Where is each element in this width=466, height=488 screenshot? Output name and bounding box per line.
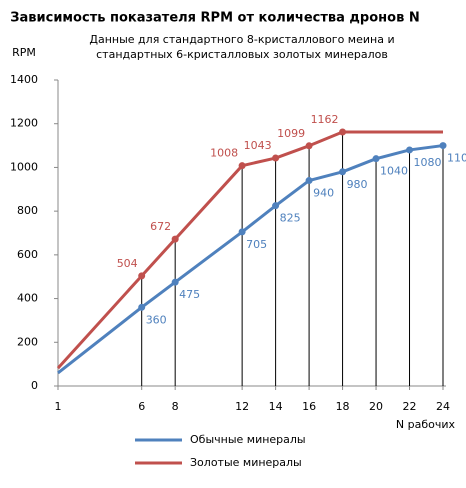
x-tick-label: 16 <box>302 400 316 413</box>
y-tick-label: 0 <box>31 379 38 392</box>
point-marker <box>238 162 246 170</box>
point-marker <box>138 303 146 311</box>
y-tick-label: 600 <box>17 248 38 261</box>
y-axis-label: RPM <box>12 46 36 59</box>
data-label: 825 <box>280 212 301 225</box>
point-marker <box>372 155 380 163</box>
point-marker <box>238 228 246 236</box>
data-label: 1008 <box>210 147 238 160</box>
data-label: 1080 <box>414 156 442 169</box>
data-label: 1099 <box>277 127 305 140</box>
y-tick-label: 400 <box>17 292 38 305</box>
point-marker <box>305 177 313 185</box>
point-marker <box>339 128 347 136</box>
point-marker <box>272 154 280 162</box>
chart-subtitle: Данные для стандартного 8-кристаллового … <box>89 33 394 46</box>
data-label: 1100 <box>447 152 466 165</box>
data-label: 475 <box>179 288 200 301</box>
x-tick-label: 12 <box>235 400 249 413</box>
point-marker <box>406 146 414 154</box>
data-label: 980 <box>347 178 368 191</box>
data-label: 1043 <box>244 139 272 152</box>
legend-label: Обычные минералы <box>190 433 306 446</box>
chart-subtitle: стандартных 6-кристалловых золотых минер… <box>96 48 388 61</box>
series-line <box>57 144 444 375</box>
y-tick-label: 1000 <box>10 160 38 173</box>
point-marker <box>171 235 179 243</box>
data-label: 705 <box>246 238 267 251</box>
data-label: 1040 <box>380 165 408 178</box>
x-tick-label: 6 <box>138 400 145 413</box>
point-marker <box>439 142 447 150</box>
point-marker <box>305 142 313 150</box>
y-tick-label: 1400 <box>10 73 38 86</box>
x-tick-label: 22 <box>403 400 417 413</box>
data-label: 504 <box>117 257 138 270</box>
y-tick-label: 1200 <box>10 117 38 130</box>
x-axis-label: N рабочих <box>396 418 456 431</box>
point-marker <box>171 278 179 286</box>
x-tick-label: 20 <box>369 400 383 413</box>
legend-label: Золотые минералы <box>190 456 302 469</box>
x-tick-label: 24 <box>436 400 450 413</box>
point-marker <box>138 272 146 280</box>
x-tick-label: 8 <box>172 400 179 413</box>
y-tick-label: 800 <box>17 204 38 217</box>
x-tick-label: 14 <box>269 400 283 413</box>
chart-title: Зависимость показателя RPM от количества… <box>10 11 419 26</box>
series-line <box>56 130 443 370</box>
data-label: 940 <box>313 187 334 200</box>
data-label: 672 <box>150 220 171 233</box>
data-label: 360 <box>146 313 167 326</box>
x-tick-label: 1 <box>55 400 62 413</box>
y-tick-label: 200 <box>17 335 38 348</box>
data-label: 1162 <box>311 113 339 126</box>
point-marker <box>339 168 347 176</box>
point-marker <box>272 202 280 210</box>
x-tick-label: 18 <box>336 400 350 413</box>
